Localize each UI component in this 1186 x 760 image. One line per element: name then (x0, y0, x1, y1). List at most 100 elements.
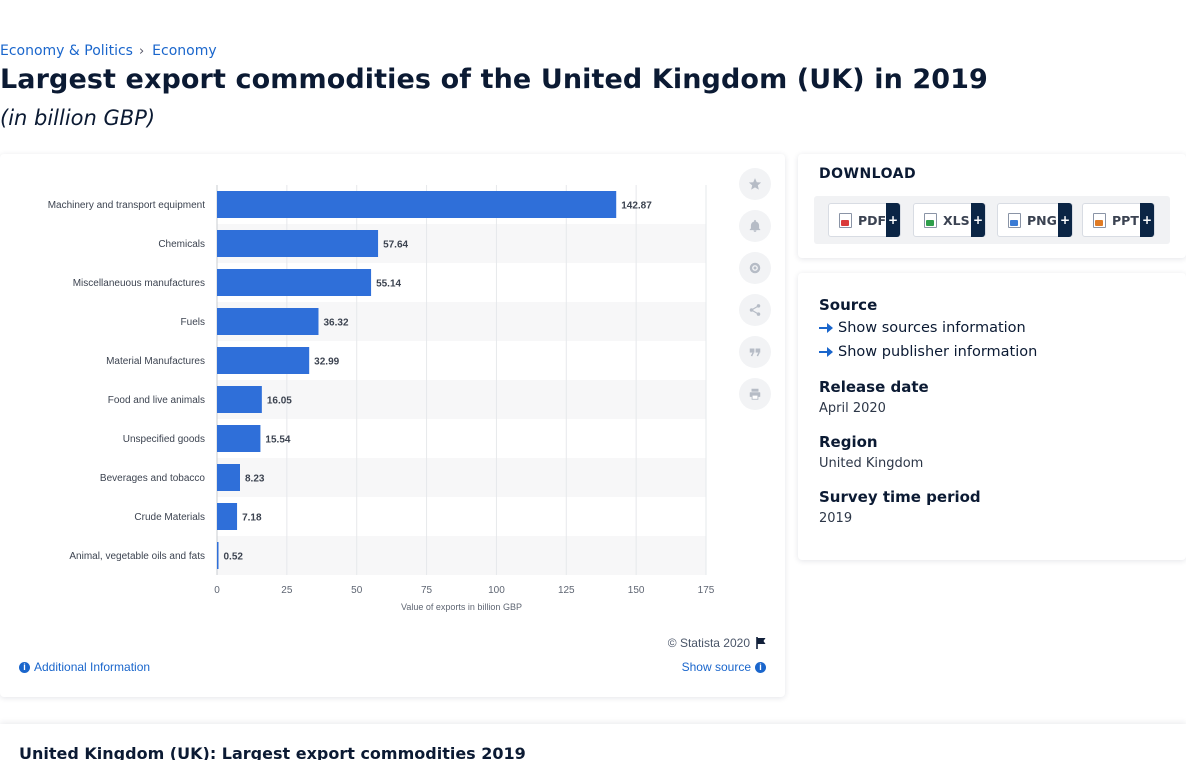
bar (217, 191, 617, 218)
x-axis-title: Value of exports in billion GBP (401, 602, 522, 612)
data-label: 57.64 (383, 240, 408, 251)
bar (217, 503, 238, 530)
category-label: Material Manufactures (106, 356, 205, 367)
survey-period-heading: Survey time period (819, 488, 981, 506)
show-publisher-label: Show publisher information (838, 344, 1038, 360)
category-label: Beverages and tobacco (100, 473, 206, 484)
row-band (217, 536, 706, 575)
png-plus-icon: + (1058, 203, 1072, 237)
png-label: PNG (1027, 212, 1057, 228)
statistic-details-card: Source Show sources information Show pub… (798, 273, 1186, 560)
print-icon[interactable] (739, 378, 771, 410)
bar (217, 230, 379, 257)
download-buttons: PDF + XLS + PNG + PPT + (814, 196, 1170, 244)
bar (217, 386, 262, 413)
data-label: 55.14 (376, 279, 401, 290)
row-band (217, 458, 706, 497)
data-label: 16.05 (267, 396, 292, 407)
xls-plus-icon: + (971, 203, 985, 237)
pdf-label: PDF (858, 212, 887, 228)
data-label: 15.54 (265, 435, 290, 446)
release-date-value: April 2020 (819, 401, 886, 416)
breadcrumb-economy-politics[interactable]: Economy & Politics (0, 43, 133, 59)
copyright-text: © Statista 2020 (667, 636, 750, 650)
bar (217, 464, 240, 491)
download-ppt-button[interactable]: PPT + (1082, 203, 1155, 237)
category-label: Crude Materials (134, 512, 205, 523)
x-tick-label: 0 (214, 585, 220, 596)
png-file-icon (1008, 212, 1021, 228)
download-png-button[interactable]: PNG + (997, 203, 1073, 237)
ppt-file-icon (1093, 212, 1106, 228)
data-label: 36.32 (323, 318, 348, 329)
bar (217, 308, 319, 335)
star-icon[interactable] (739, 168, 771, 200)
show-publisher-link[interactable]: Show publisher information (819, 344, 1037, 360)
ppt-plus-icon: + (1140, 203, 1154, 237)
bar (217, 425, 261, 452)
statista-copyright: © Statista 2020 (668, 636, 767, 650)
category-label: Miscellaneuous manufactures (73, 278, 205, 289)
gear-icon[interactable] (739, 252, 771, 284)
survey-period-value: 2019 (819, 511, 853, 526)
data-label: 8.23 (245, 474, 265, 485)
download-title: DOWNLOAD (819, 166, 917, 182)
chart-card: 0 25 50 75 100 125 150 175 Machinery and transpo… (0, 154, 785, 697)
download-xls-button[interactable]: XLS + (913, 203, 986, 237)
share-icon[interactable] (739, 294, 771, 326)
bar (217, 542, 219, 569)
ppt-label: PPT (1112, 212, 1139, 228)
show-sources-label: Show sources information (838, 320, 1026, 336)
arrow-right-icon (819, 323, 833, 333)
x-tick-label: 100 (488, 585, 505, 596)
category-label: Food and live animals (108, 395, 205, 406)
row-band (217, 380, 706, 419)
show-source-link[interactable]: Show source i (682, 660, 766, 674)
category-label: Unspecified goods (123, 434, 205, 445)
data-label: 32.99 (314, 357, 339, 368)
release-date-heading: Release date (819, 378, 929, 396)
show-sources-link[interactable]: Show sources information (819, 320, 1026, 336)
x-tick-label: 125 (558, 585, 575, 596)
bar (217, 269, 372, 296)
bar (217, 347, 310, 374)
bell-icon[interactable] (739, 210, 771, 242)
x-tick-label: 75 (421, 585, 433, 596)
flag-icon[interactable] (756, 637, 767, 649)
x-tick-label: 150 (628, 585, 645, 596)
region-heading: Region (819, 433, 878, 451)
x-tick-label: 175 (698, 585, 715, 596)
source-heading: Source (819, 296, 878, 314)
data-label: 7.18 (242, 513, 262, 524)
show-source-label: Show source (681, 660, 751, 674)
xls-label: XLS (943, 212, 970, 228)
page-title: Largest export commodities of the United… (0, 64, 988, 95)
data-label: 142.87 (621, 201, 652, 212)
pdf-plus-icon: + (886, 203, 900, 237)
xls-file-icon (924, 212, 937, 228)
page-subtitle: (in billion GBP) (0, 106, 156, 130)
category-label: Animal, vegetable oils and fats (69, 551, 205, 562)
data-label: 0.52 (224, 552, 244, 563)
download-pdf-button[interactable]: PDF + (828, 203, 901, 237)
quote-icon[interactable] (739, 336, 771, 368)
description-title: United Kingdom (UK): Largest export comm… (19, 744, 526, 760)
category-label: Chemicals (158, 239, 205, 250)
breadcrumb: Economy & Politics › Economy (0, 43, 217, 59)
additional-information-label: Additional Information (34, 660, 151, 674)
info-icon: i (755, 661, 766, 673)
x-tick-label: 50 (351, 585, 363, 596)
chart-toolbar (739, 168, 771, 420)
info-icon: i (19, 661, 30, 673)
additional-information-link[interactable]: i Additional Information (19, 660, 150, 674)
breadcrumb-economy[interactable]: Economy (152, 43, 217, 59)
x-tick-label: 25 (281, 585, 293, 596)
category-label: Fuels (181, 317, 205, 328)
pdf-file-icon (839, 212, 852, 228)
download-card: DOWNLOAD PDF + XLS + PNG + PPT + (798, 154, 1186, 258)
breadcrumb-separator: › (138, 43, 145, 59)
region-value: United Kingdom (819, 456, 924, 471)
description-card: United Kingdom (UK): Largest export comm… (0, 724, 1186, 760)
category-label: Machinery and transport equipment (48, 200, 206, 211)
bar-chart: 0 25 50 75 100 125 150 175 Machinery and transpo… (48, 185, 715, 612)
